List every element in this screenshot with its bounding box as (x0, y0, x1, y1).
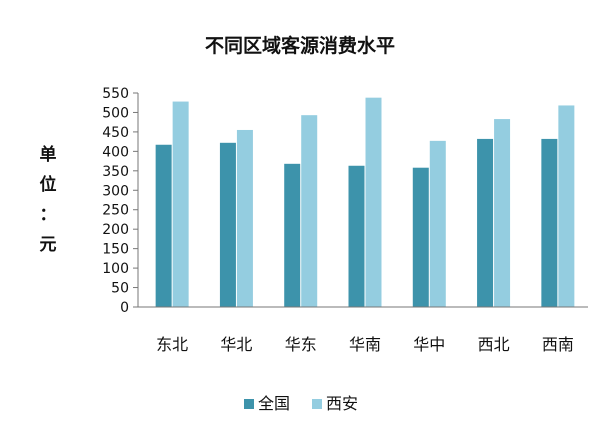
legend-label: 全国 (258, 394, 290, 413)
legend-swatch (244, 399, 254, 409)
y-axis-label-char: 元 (40, 235, 57, 255)
y-tick-label: 150 (102, 242, 129, 258)
bar-xian (429, 140, 446, 307)
bar-xian (236, 129, 253, 307)
x-tick-label: 西南 (542, 335, 574, 354)
x-tick-label: 东北 (156, 335, 188, 354)
y-axis-label-char: 单 (40, 144, 57, 165)
legend: 全国 西安 (244, 394, 358, 413)
x-tick-label: 华中 (413, 335, 445, 354)
bar-xian (365, 97, 382, 307)
y-tick-label: 550 (102, 86, 129, 102)
bar-national (219, 142, 236, 307)
bars (155, 97, 575, 307)
y-tick-label: 100 (102, 261, 129, 277)
bar-xian (172, 101, 189, 307)
legend-swatch (312, 399, 322, 409)
chart-title: 不同区域客源消费水平 (205, 34, 395, 57)
y-tick-label: 0 (120, 300, 129, 316)
y-tick-label: 300 (102, 183, 129, 199)
x-tick-label: 华南 (349, 335, 381, 354)
bar-xian (494, 119, 511, 307)
y-tick-label: 450 (102, 125, 129, 141)
y-tick-label: 500 (102, 105, 129, 121)
bar-national (412, 167, 429, 307)
y-tick-label: 50 (111, 281, 129, 297)
y-axis-label: 单位 ： 元 (40, 144, 57, 255)
x-tick-label: 华东 (285, 335, 317, 354)
bar-xian (558, 105, 575, 307)
bar-xian (301, 115, 318, 307)
y-axis-label-char: ： (40, 205, 57, 225)
x-tick-label: 西北 (478, 335, 510, 354)
y-tick-label: 200 (102, 222, 129, 238)
bar-national (155, 144, 172, 307)
bar-national (348, 165, 365, 307)
x-axis: 东北 华北 华东 华南 华中 西北 西南 (138, 306, 588, 354)
x-tick-label: 华北 (220, 335, 252, 354)
bar-national (477, 138, 494, 307)
bar-national (284, 163, 301, 307)
y-axis: 0 50 100 150 200 250 300 350 400 450 500 550 (102, 86, 139, 316)
y-axis-label-char: 位 (40, 174, 57, 195)
y-tick-label: 250 (102, 203, 129, 219)
legend-label: 西安 (326, 394, 358, 413)
y-tick-label: 400 (102, 144, 129, 160)
bar-national (541, 138, 558, 307)
y-tick-label: 350 (102, 164, 129, 180)
